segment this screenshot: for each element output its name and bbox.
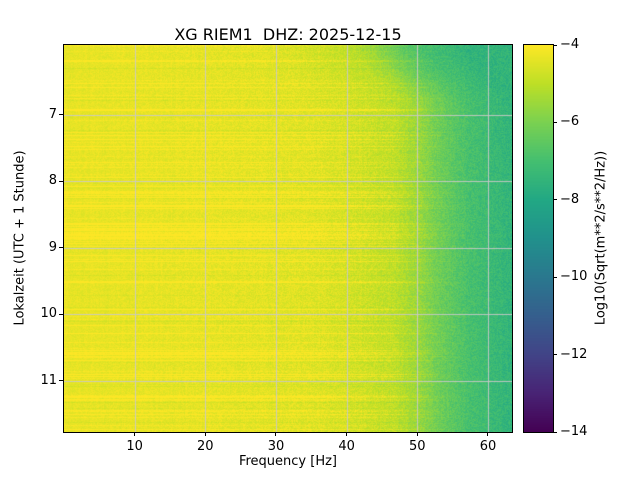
colorbar-tick-mark <box>553 354 557 356</box>
x-tick-mark <box>487 432 489 436</box>
x-tick-mark <box>416 432 418 436</box>
chart-title: XG RIEM1 DHZ: 2025-12-15 <box>174 25 402 44</box>
colorbar-canvas <box>524 45 553 432</box>
y-tick-mark <box>59 114 63 116</box>
spectrogram-heatmap-canvas <box>64 45 512 432</box>
y-tick-label: 11 <box>40 372 57 388</box>
colorbar-tick-mark <box>553 44 557 46</box>
plot-border <box>63 44 513 433</box>
colorbar-tick-label: −4 <box>560 37 580 52</box>
colorbar-tick-label: −14 <box>560 424 588 439</box>
x-tick-label: 10 <box>126 439 143 454</box>
x-tick-mark <box>134 432 136 436</box>
x-tick-mark <box>346 432 348 436</box>
x-tick-label: 60 <box>479 439 497 454</box>
colorbar-tick-label: −8 <box>560 191 580 207</box>
colorbar-tick-mark <box>553 276 557 278</box>
y-axis-label: Lokalzeit (UTC + 1 Stunde) <box>12 150 28 326</box>
x-tick-label: 40 <box>338 439 355 454</box>
x-tick-mark <box>275 432 277 436</box>
y-tick-mark <box>59 180 63 182</box>
y-tick-mark <box>59 380 63 382</box>
colorbar-tick-mark <box>553 431 557 433</box>
y-tick-mark <box>59 313 63 315</box>
y-tick-mark <box>59 247 63 249</box>
colorbar-tick-mark <box>553 199 557 201</box>
x-tick-label: 20 <box>197 439 214 454</box>
x-tick-mark <box>204 432 206 436</box>
y-tick-label: 8 <box>48 173 57 189</box>
colorbar-tick-label: −10 <box>560 269 588 285</box>
colorbar-tick-mark <box>553 121 557 123</box>
colorbar-tick-label: −6 <box>560 114 580 130</box>
y-tick-label: 9 <box>48 239 57 255</box>
x-axis-label: Frequency [Hz] <box>238 454 338 469</box>
y-tick-label: 7 <box>48 106 57 122</box>
x-tick-label: 50 <box>409 439 426 454</box>
colorbar-tick-label: −12 <box>560 346 588 362</box>
y-tick-label: 10 <box>40 306 57 322</box>
x-tick-label: 30 <box>267 439 285 454</box>
colorbar-label: Log10(Sqrt(m**2/s**2/Hz)) <box>593 150 609 326</box>
colorbar-border <box>523 44 554 433</box>
